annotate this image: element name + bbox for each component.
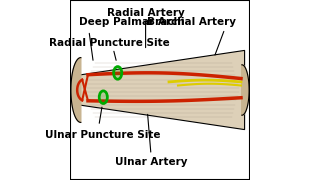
- Text: Deep Palmar Arch: Deep Palmar Arch: [79, 17, 185, 27]
- Ellipse shape: [100, 93, 106, 102]
- Ellipse shape: [115, 69, 121, 77]
- Polygon shape: [242, 65, 249, 115]
- Text: Radial Puncture Site: Radial Puncture Site: [49, 38, 170, 48]
- Text: Brachial Artery: Brachial Artery: [147, 17, 236, 27]
- Text: Ulnar Artery: Ulnar Artery: [115, 157, 187, 167]
- Text: Radial Artery: Radial Artery: [107, 8, 184, 18]
- Polygon shape: [71, 58, 81, 122]
- Text: Ulnar Puncture Site: Ulnar Puncture Site: [45, 130, 160, 140]
- Polygon shape: [76, 50, 244, 130]
